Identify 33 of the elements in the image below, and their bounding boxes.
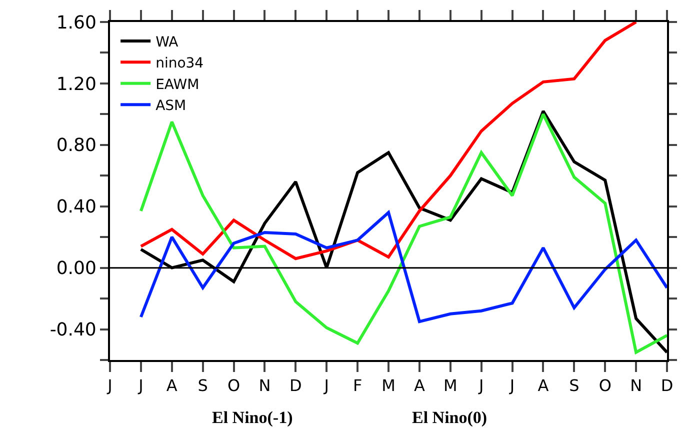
x-tick-label: J xyxy=(478,376,484,396)
x-tick-label: A xyxy=(414,376,425,396)
x-tick-label: O xyxy=(598,376,612,396)
legend-label: EAWM xyxy=(156,76,200,93)
legend-label: WA xyxy=(156,34,179,50)
legend-label: nino34 xyxy=(156,56,204,72)
x-tick-label: A xyxy=(166,376,178,396)
y-tick-label: 0.40 xyxy=(56,196,96,218)
x-tick-label: N xyxy=(258,376,271,396)
x-tick-label: S xyxy=(198,376,208,396)
x-tick-label: A xyxy=(538,376,549,396)
x-tick-label: S xyxy=(569,376,580,396)
x-tick-label: N xyxy=(630,376,642,396)
x-tick-label: J xyxy=(508,376,515,396)
x-tick-label: D xyxy=(660,376,674,396)
x-tick-label: M xyxy=(382,376,396,396)
y-tick-label: 0.80 xyxy=(56,135,96,156)
x-tick-label: D xyxy=(290,376,302,396)
line-series xyxy=(139,211,667,324)
y-tick-label: -0.40 xyxy=(50,320,96,341)
x-tick-label: J xyxy=(323,376,329,396)
line-series xyxy=(139,22,638,260)
legend-label: ASM xyxy=(156,98,186,114)
x-tick-label: M xyxy=(443,376,458,396)
x-tick-label: O xyxy=(227,376,240,396)
text: El Nino(-1) xyxy=(212,408,293,427)
text: El Nino(0) xyxy=(412,408,488,427)
x-tick-label: J xyxy=(106,376,112,396)
y-tick-label: 0.00 xyxy=(56,258,96,280)
x-tick-label: F xyxy=(352,376,362,396)
y-tick-label: 1.20 xyxy=(56,74,96,95)
y-tick-label: 1.60 xyxy=(56,12,96,34)
x-tick-label: J xyxy=(138,376,144,396)
